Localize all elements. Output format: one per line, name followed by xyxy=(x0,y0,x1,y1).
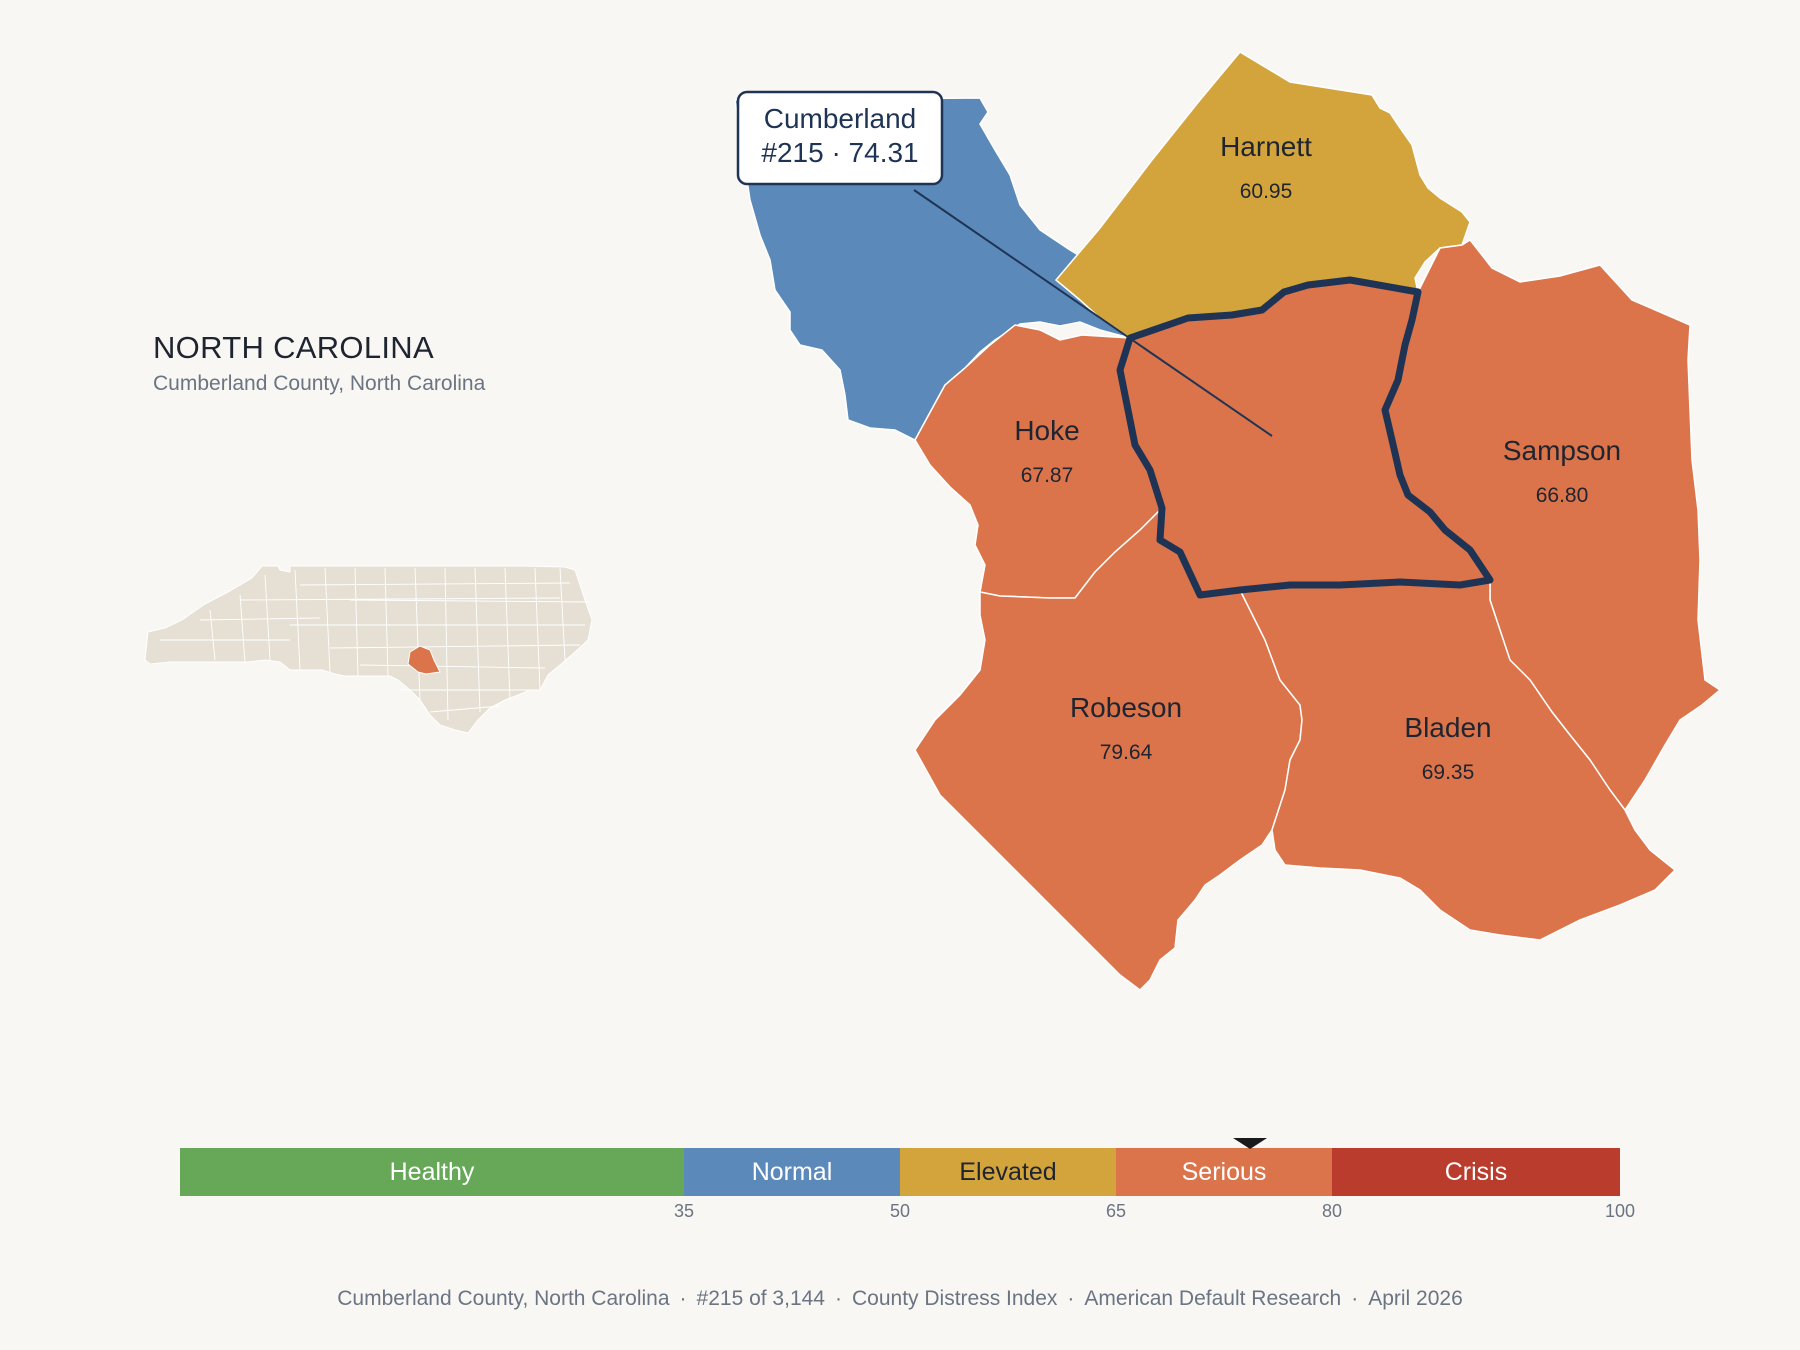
footer: Cumberland County, North Carolina · #215 o… xyxy=(337,1287,1463,1310)
legend-tick: 100 xyxy=(1605,1201,1635,1221)
legend-label-serious: Serious xyxy=(1182,1158,1267,1186)
county-cumberland-outline xyxy=(1116,276,1494,599)
callout-name: Cumberland xyxy=(764,103,917,134)
county-bladen xyxy=(1238,579,1677,941)
legend-label-elevated: Elevated xyxy=(959,1158,1056,1186)
legend-segment-healthy xyxy=(180,1148,684,1196)
state-subtitle: Cumberland County, North Carolina xyxy=(153,372,486,395)
legend-tick: 65 xyxy=(1106,1201,1126,1221)
legend-segment-normal xyxy=(684,1148,900,1196)
legend-segment-crisis xyxy=(1332,1148,1620,1196)
value-hoke: 67.87 xyxy=(1021,464,1074,487)
regional-map xyxy=(734,51,1722,991)
state-title: NORTH CAROLINA xyxy=(153,330,434,365)
value-bladen: 69.35 xyxy=(1422,761,1475,784)
inset-cumberland-highlight xyxy=(407,645,441,675)
legend-tick: 50 xyxy=(890,1201,910,1221)
callout-box xyxy=(736,90,944,186)
footer-index: County Distress Index xyxy=(851,1287,1058,1310)
legend-segment-serious xyxy=(1116,1148,1332,1196)
footer-county: Cumberland County, North Carolina xyxy=(337,1287,670,1310)
footer-source: American Default Research xyxy=(1084,1287,1342,1310)
label-bladen: Bladen xyxy=(1404,712,1491,743)
legend-marker xyxy=(1233,1138,1268,1149)
callout-detail: #215 · 74.31 xyxy=(761,137,918,168)
legend-segment-elevated xyxy=(900,1148,1116,1196)
label-sampson: Sampson xyxy=(1503,435,1621,466)
inset-north-carolina xyxy=(144,565,593,734)
legend-label-healthy: Healthy xyxy=(390,1158,475,1186)
footer-rank: #215 of 3,144 xyxy=(696,1287,825,1310)
inset-state-map xyxy=(144,565,593,734)
callout: Cumberland #215 · 74.31 xyxy=(736,90,1273,437)
legend-tick: 35 xyxy=(674,1201,694,1221)
legend: Healthy Normal Elevated Serious Crisis 35 50 65… xyxy=(180,1138,1635,1221)
legend-tick: 80 xyxy=(1322,1201,1342,1221)
value-robeson: 79.64 xyxy=(1100,741,1153,764)
label-hoke: Hoke xyxy=(1014,415,1079,446)
label-robeson: Robeson xyxy=(1070,692,1182,723)
label-harnett: Harnett xyxy=(1220,131,1312,162)
legend-label-crisis: Crisis xyxy=(1445,1158,1508,1186)
value-sampson: 66.80 xyxy=(1536,484,1589,507)
inset-county-lines xyxy=(160,567,591,721)
county-labels: Harnett 60.95 Hoke 67.87 Sampson 66.80 Robeson… xyxy=(1014,131,1621,784)
callout-leader xyxy=(913,189,1273,437)
legend-label-normal: Normal xyxy=(752,1158,833,1186)
value-harnett: 60.95 xyxy=(1240,180,1293,203)
footer-date: April 2026 xyxy=(1368,1287,1463,1310)
